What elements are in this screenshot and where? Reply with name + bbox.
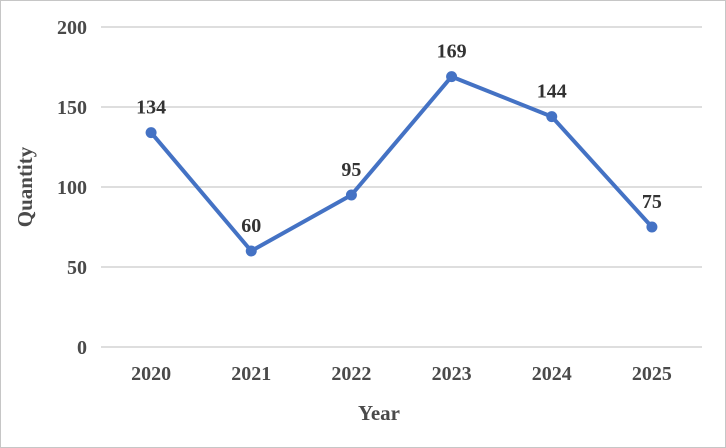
data-point-marker	[446, 71, 458, 83]
x-tick-label: 2024	[532, 363, 572, 385]
y-tick-label: 50	[67, 257, 87, 279]
y-axis-tick-labels: 0 50 100 150 200	[57, 17, 87, 359]
x-tick-label: 2025	[632, 363, 672, 385]
x-axis-tick-labels: 2020 2021 2022 2023 2024 2025	[131, 363, 672, 385]
data-series	[145, 71, 658, 257]
data-point-label: 60	[241, 215, 261, 237]
data-point-marker	[345, 189, 357, 201]
y-tick-label: 200	[57, 17, 87, 39]
x-tick-label: 2021	[231, 363, 271, 385]
data-point-label: 95	[341, 159, 361, 181]
data-point-marker	[145, 127, 157, 139]
data-point-label: 144	[537, 81, 567, 103]
x-tick-label: 2022	[331, 363, 371, 385]
y-tick-label: 150	[57, 97, 87, 119]
data-point-label: 134	[136, 97, 166, 119]
data-point-label: 169	[437, 41, 467, 63]
y-tick-label: 0	[77, 337, 87, 359]
x-tick-label: 2023	[432, 363, 472, 385]
y-axis-title: Quantity	[13, 146, 37, 227]
y-tick-label: 100	[57, 177, 87, 199]
data-point-marker	[546, 111, 558, 123]
data-point-marker	[245, 245, 257, 257]
x-axis-title: Year	[358, 401, 400, 425]
data-point-marker	[646, 221, 658, 233]
series-polyline	[149, 74, 654, 253]
data-point-labels: 134 60 95 169 144 75	[136, 41, 662, 237]
gridlines	[101, 26, 702, 348]
data-point-label: 75	[642, 191, 662, 213]
x-tick-label: 2020	[131, 363, 171, 385]
